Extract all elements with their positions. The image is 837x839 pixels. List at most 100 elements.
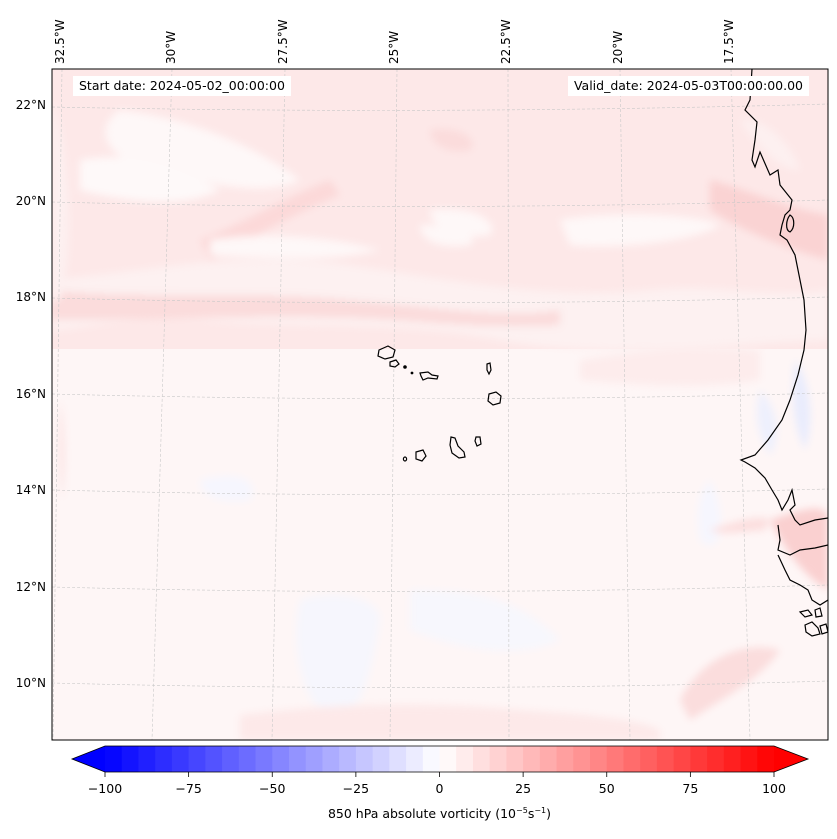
colorbar-tick-label: 100 [762,781,786,796]
colorbar-tick-label: 50 [598,781,615,796]
colorbar-band [222,746,240,772]
colorbar-tick-label: 0 [435,781,444,796]
colorbar-band [439,746,457,772]
meridian-30w [151,69,173,740]
field-blob [210,235,380,259]
parallel-16n [52,392,828,400]
colorbar-label: 850 hPa absolute vorticity (10−5s−1) [0,806,837,821]
colorbar-band [205,746,223,772]
field-blob [580,348,760,386]
parallel-12n [52,584,828,592]
colorbar-band [372,746,390,772]
island-fogo [415,449,427,462]
field-blob [560,214,720,247]
lon-label-25w: 25°W [387,30,401,64]
field-blob [680,647,780,720]
colorbar-band [690,746,708,772]
colorbar-label-exponent: −1 [534,806,547,815]
colorbar-band [171,746,190,772]
island-santiago [449,436,466,459]
colorbar-tick-label: 75 [682,781,699,796]
bijagos-island [819,623,828,635]
colorbar-band [238,746,257,772]
field-blob [240,704,660,740]
meridian-22-5w [507,69,510,740]
meridian-17-5w [730,69,751,740]
lon-label-20w: 20°W [611,30,625,64]
parallel-14n [52,488,828,496]
island-brava [402,456,408,462]
colorbar-label-exponent: −5 [516,806,528,815]
meridian-20w [619,69,631,740]
colorbar-label-unit: s [527,806,535,822]
field-blob [710,518,770,533]
colorbar-band [740,746,758,772]
colorbar-band [188,746,206,772]
colorbar-band [623,746,641,772]
colorbar-band [155,746,173,772]
colorbar-band [489,746,507,772]
field-negative-blob [410,590,560,651]
colorbar-band [757,746,775,772]
map-frame [51,68,829,741]
field-negative-blob [793,360,811,450]
colorbar-label-prefix: 850 hPa absolute vorticity (10 [327,806,517,822]
colorbar-band [422,746,440,772]
colorbar-band [121,746,139,772]
bijagos-island [814,607,823,618]
lon-label-27-5w: 27.5°W [276,19,290,64]
lat-label-14n: 14°N [15,483,46,497]
field-blob [58,400,65,500]
island-sao-vicente [389,359,400,368]
island-boa-vista [487,391,502,406]
colorbar-band [406,746,424,772]
colorbar-band [506,746,524,772]
island-sal [486,362,492,376]
colorbar-tick-label: −25 [342,781,370,796]
meridian-32-5w [52,69,63,740]
colorbar-label-suffix: ) [546,806,552,822]
bijagos-island [804,621,821,637]
meridian-27-5w [271,69,286,740]
coastlines [739,69,828,637]
field-negative-blob [296,595,380,720]
colorbar-band [590,746,608,772]
colorbar-band [322,746,340,772]
colorbar-band [255,746,273,772]
start-date-label: Start date: 2024-05-02_00:00:00 [73,76,291,96]
colorbar-band [305,746,323,772]
island-maio [474,436,482,447]
colorbar-band [272,746,290,772]
field-blob [740,119,800,170]
colorbar-tick-label: −100 [87,781,123,796]
parallel-22n [52,103,828,111]
lon-label-17-5w: 17.5°W [722,19,736,64]
colorbar-tick-label: −75 [175,781,202,796]
colorbar-band [573,746,591,772]
lon-label-22-5w: 22.5°W [499,19,513,64]
colorbar-band [138,746,156,772]
island-santo-antao [377,345,396,360]
field-blob [52,290,560,327]
island-santa-luzia [403,365,407,369]
field-blob [710,180,828,260]
colorbar-band [556,746,574,772]
lat-label-20n: 20°N [15,194,46,208]
field-blob [770,508,828,590]
field-blob [80,157,220,202]
coastline-bank [786,214,795,233]
parallel-20n [52,199,828,207]
colorbar-band [288,746,307,772]
lat-label-16n: 16°N [15,387,46,401]
field-blob [430,129,473,152]
graticule [52,69,828,740]
colorbar-band [523,746,541,772]
colorbar-band [606,746,624,772]
lat-label-22n: 22°N [15,98,46,112]
colorbar-band [673,746,691,772]
colorbar-band [456,746,474,772]
colorbar-tick-label: −50 [259,781,286,796]
field-negative-blob [757,390,777,455]
